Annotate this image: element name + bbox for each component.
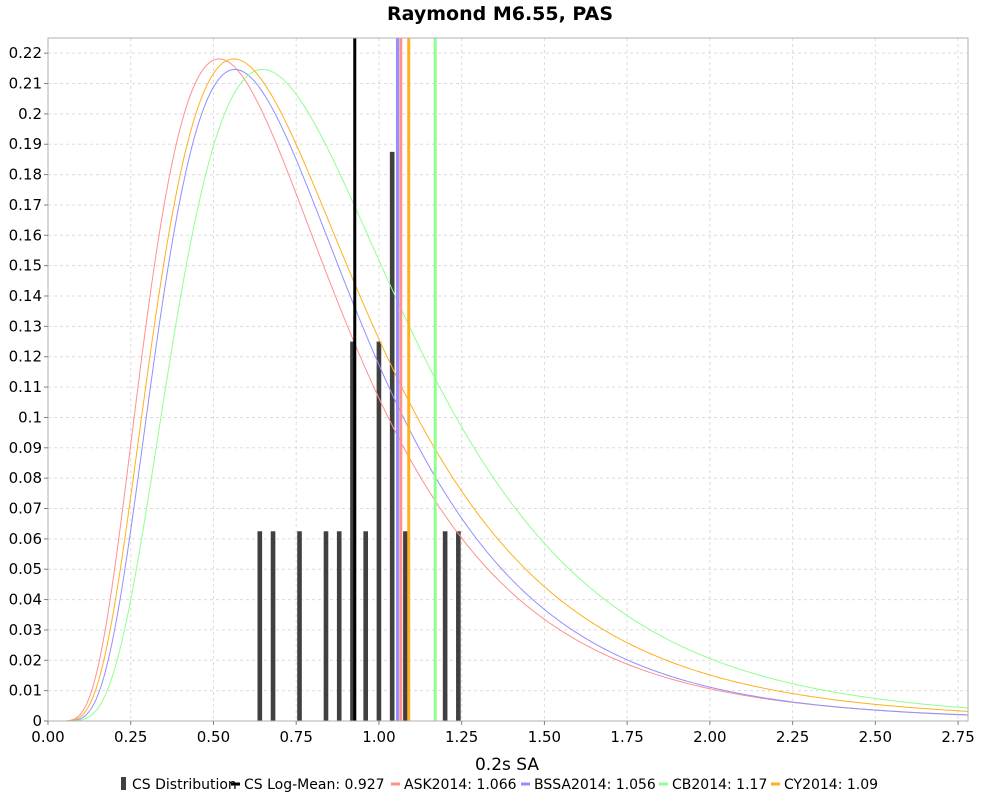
legend-label: CB2014: 1.17 — [672, 777, 767, 793]
legend-label: CS Distribution — [132, 777, 237, 793]
legend-item: CY2014: 1.09 — [771, 777, 878, 793]
plot-area — [47, 37, 969, 722]
legend-item: CB2014: 1.17 — [659, 777, 767, 793]
histogram-bar — [442, 531, 448, 721]
y-tick-label: 0.09 — [9, 439, 42, 457]
histogram-bar — [270, 531, 276, 721]
y-tick-label: 0.06 — [9, 530, 42, 548]
y-tick-label: 0.2 — [18, 105, 42, 123]
histogram-bar — [297, 531, 302, 721]
histogram-bar — [257, 531, 263, 721]
y-tick-label: 0.19 — [9, 135, 42, 153]
histogram-bar — [389, 151, 395, 722]
x-tick-label: 1.75 — [610, 728, 643, 746]
legend-swatch — [121, 777, 126, 790]
y-tick-label: 0.03 — [9, 621, 42, 639]
histogram-bar — [323, 531, 329, 721]
legend-label: ASK2014: 1.066 — [404, 777, 517, 793]
x-axis-label: 0.2s SA — [475, 755, 539, 775]
y-tick-label: 0.02 — [9, 651, 42, 669]
y-tick-label: 0.16 — [9, 226, 42, 244]
y-tick-label: 0.1 — [18, 408, 42, 426]
legend-label: BSSA2014: 1.056 — [534, 777, 656, 793]
legend: CS Distribution CS Log-Mean: 0.927 ASK2014… — [121, 777, 878, 793]
x-tick-label: 0.50 — [197, 728, 230, 746]
legend-item: ASK2014: 1.066 — [391, 777, 517, 793]
legend-item: CS Distribution — [121, 777, 237, 793]
legend-item: CS Log-Mean: 0.927 — [231, 777, 385, 793]
plot-frame — [47, 37, 969, 722]
x-tick-label: 1.00 — [362, 728, 395, 746]
legend-item: BSSA2014: 1.056 — [521, 777, 656, 793]
x-tick-label: 1.50 — [528, 728, 561, 746]
curve-cb2014 — [48, 68, 969, 722]
curve-cy2014 — [48, 58, 969, 722]
x-tick-label: 1.25 — [445, 728, 478, 746]
x-tick-label: 0.25 — [114, 728, 147, 746]
x-tick-label: 2.00 — [693, 728, 726, 746]
chart-title: Raymond M6.55, PAS — [387, 3, 613, 25]
x-tick-label: 0.00 — [31, 728, 64, 746]
vertical-lines — [353, 38, 437, 721]
y-tick-label: 0.14 — [9, 287, 42, 305]
histogram-bar — [350, 341, 355, 721]
x-tick-label: 0.75 — [279, 728, 312, 746]
legend-label: CY2014: 1.09 — [784, 777, 878, 793]
plot-background — [48, 38, 968, 721]
y-tick-label: 0.15 — [9, 257, 42, 275]
y-tick-label: 0.18 — [9, 166, 42, 184]
x-axis-ticks: 0.00 0.25 0.50 0.75 1.00 1.25 1.50 1.75 2.00 2.25… — [31, 721, 975, 746]
y-tick-label: 0.17 — [9, 196, 42, 214]
y-tick-label: 0.01 — [9, 682, 42, 700]
y-axis-ticks: 0 0.01 0.02 0.03 0.04 0.05 0.06 0.07 0.08 0.09 0.1… — [9, 44, 48, 730]
histogram-bar — [376, 341, 382, 721]
curves — [48, 58, 969, 722]
y-tick-label: 0.22 — [9, 44, 42, 62]
y-tick-label: 0.05 — [9, 560, 42, 578]
y-tick-label: 0.07 — [9, 500, 42, 518]
y-tick-label: 0.08 — [9, 469, 42, 487]
histogram-bars — [257, 151, 461, 722]
legend-label: CS Log-Mean: 0.927 — [244, 777, 385, 793]
y-tick-label: 0.04 — [9, 591, 42, 609]
y-tick-label: 0.11 — [9, 378, 42, 396]
curve-bssa2014 — [48, 68, 969, 722]
histogram-bar — [456, 531, 461, 721]
x-tick-label: 2.25 — [776, 728, 809, 746]
histogram-bar — [403, 531, 408, 721]
y-tick-label: 0 — [32, 712, 42, 730]
y-tick-label: 0.21 — [9, 75, 42, 93]
y-tick-label: 0.13 — [9, 317, 42, 335]
y-tick-label: 0.12 — [9, 348, 42, 366]
x-tick-label: 2.50 — [859, 728, 892, 746]
histogram-bar — [363, 531, 369, 721]
x-tick-label: 2.75 — [941, 728, 974, 746]
histogram-bar — [336, 531, 342, 721]
